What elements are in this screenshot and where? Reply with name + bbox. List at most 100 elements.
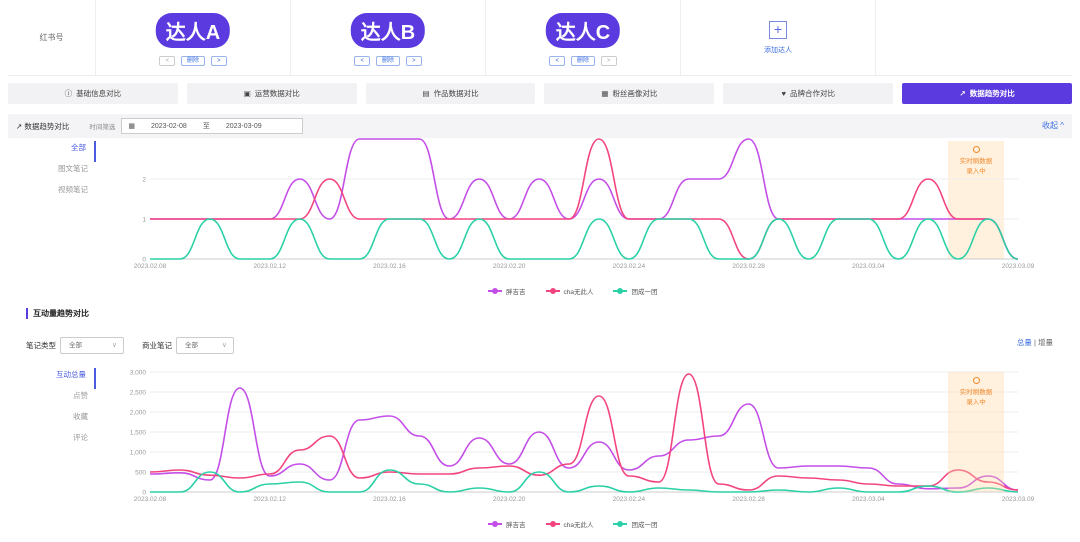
date-start[interactable]: 2023-02-08 <box>151 122 187 130</box>
x-tick-label: 2023.02.24 <box>613 496 646 503</box>
interaction-metric-menu: 互动总量 点赞 收藏 评论 <box>40 368 96 452</box>
prev-button[interactable]: < <box>159 56 175 66</box>
x-tick-label: 2023.03.09 <box>1002 496 1035 503</box>
x-tick-label: 2023.02.28 <box>732 263 765 270</box>
bag-icon: ▣ <box>243 89 251 98</box>
note-type-label: 笔记类型 <box>26 341 56 350</box>
menu-comments[interactable]: 评论 <box>73 433 88 442</box>
date-end[interactable]: 2023-03-09 <box>225 122 262 130</box>
note-type-select[interactable]: 全部 <box>60 337 124 354</box>
legend-item[interactable]: cha无此人 <box>545 286 593 296</box>
x-tick-label: 2023.03.09 <box>1002 263 1035 270</box>
y-tick-label: 2,000 <box>130 410 147 417</box>
y-tick-label: 1 <box>142 217 146 224</box>
delete-button[interactable]: 删除 <box>570 56 595 66</box>
tab-basic-info[interactable]: ⓘ 基础信息对比 <box>8 83 178 104</box>
x-tick-label: 2023.02.24 <box>613 263 646 270</box>
clock-icon <box>972 146 980 153</box>
commercial-label: 商业笔记 <box>142 341 172 350</box>
collapse-button[interactable]: 收起 ^ <box>1042 121 1064 130</box>
trend-icon: ↗ <box>16 121 25 131</box>
tab-brand[interactable]: ♥ 品牌合作对比 <box>723 83 894 104</box>
prev-button[interactable]: < <box>549 56 565 66</box>
menu-video-notes[interactable]: 视频笔记 <box>58 185 88 194</box>
delete-button[interactable]: 删除 <box>375 56 400 66</box>
menu-all[interactable]: 全部 <box>40 141 96 162</box>
menu-saves[interactable]: 收藏 <box>73 412 88 421</box>
heart-icon: ♥ <box>781 89 786 98</box>
x-tick-label: 2023.02.12 <box>253 496 286 503</box>
x-tick-label: 2023.02.12 <box>253 263 286 270</box>
clock-icon <box>972 377 980 384</box>
x-tick-label: 2023.02.20 <box>493 496 526 503</box>
legend-item[interactable]: 团成一团 <box>613 286 657 296</box>
next-button[interactable]: > <box>406 56 422 66</box>
doc-icon: ▤ <box>422 89 430 98</box>
kol-badge: 达人B <box>350 13 426 48</box>
kol-compare-header: 红书号 达人A < 删除 > 达人B < 删除 > 达人C < 删除 > + 添… <box>8 0 1072 76</box>
realtime-band: 实时刷数据 录入中 <box>948 372 1004 492</box>
compare-tabs: ⓘ 基础信息对比 ▣ 运营数据对比 ▤ 作品数据对比 ▦ 粉丝画像对比 ♥ 品牌合作对比 … <box>8 83 1072 104</box>
calendar-icon: ▦ <box>128 123 135 130</box>
date-range-picker[interactable]: ▦ 2023-02-08 至 2023-03-09 <box>121 118 304 134</box>
legend-item[interactable]: 胖吉吉 <box>488 519 526 529</box>
y-tick-label: 2,500 <box>130 390 147 397</box>
trend-title: ↗ 数据趋势对比 <box>16 121 70 131</box>
add-kol-label: 添加达人 <box>764 46 792 54</box>
kol-badge: 达人C <box>545 13 621 48</box>
tab-trend[interactable]: ↗ 数据趋势对比 <box>902 83 1072 104</box>
kol-slot-b: 达人B < 删除 > <box>291 0 486 75</box>
interaction-section-title: 互动量趋势对比 <box>26 308 89 319</box>
y-tick-label: 3,000 <box>130 370 147 377</box>
legend-item[interactable]: 胖吉吉 <box>488 286 526 296</box>
x-tick-label: 2023.02.20 <box>493 263 526 270</box>
y-tick-label: 1,000 <box>130 450 147 457</box>
tab-operations[interactable]: ▣ 运营数据对比 <box>186 83 357 104</box>
menu-image-notes[interactable]: 图文笔记 <box>58 164 88 173</box>
info-icon: ⓘ <box>64 89 73 98</box>
mode-toggle: 总量 | 增量 <box>1017 337 1053 348</box>
series-line-1 <box>149 373 1019 491</box>
plus-icon: + <box>769 20 787 39</box>
series-line-2 <box>150 218 1019 260</box>
menu-likes[interactable]: 点赞 <box>73 391 88 400</box>
date-filter-label: 时间筛选 <box>89 124 116 131</box>
kol-slot-a: 达人A < 删除 > <box>96 0 291 75</box>
date-separator: 至 <box>202 123 210 130</box>
next-button[interactable]: > <box>601 56 617 66</box>
commercial-select[interactable]: 全部 <box>176 337 234 354</box>
x-tick-label: 2023.02.08 <box>134 496 167 503</box>
x-tick-label: 2023.02.28 <box>732 496 765 503</box>
interaction-filters: 笔记类型 全部 商业笔记 全部 <box>26 337 252 354</box>
mode-separator: | <box>1033 338 1036 347</box>
mode-total[interactable]: 总量 <box>1016 338 1032 347</box>
mode-increment[interactable]: 增量 <box>1038 338 1053 347</box>
prev-button[interactable]: < <box>354 56 370 66</box>
tab-fans[interactable]: ▦ 粉丝画像对比 <box>544 83 715 104</box>
x-tick-label: 2023.02.08 <box>134 263 167 270</box>
portrait-icon: ▦ <box>601 89 609 98</box>
y-tick-label: 1,500 <box>130 430 147 437</box>
delete-button[interactable]: 删除 <box>180 56 205 66</box>
row-label: 红书号 <box>8 0 96 75</box>
x-tick-label: 2023.02.16 <box>373 263 406 270</box>
tab-works[interactable]: ▤ 作品数据对比 <box>365 83 536 104</box>
menu-total[interactable]: 互动总量 <box>40 368 96 389</box>
chart1-legend: 胖吉吉 cha无此人 团成一团 <box>488 286 657 296</box>
series-line-0 <box>149 387 1019 491</box>
series-line-2 <box>149 469 1019 493</box>
x-tick-label: 2023.02.16 <box>373 496 406 503</box>
next-button[interactable]: > <box>211 56 227 66</box>
y-tick-label: 2 <box>142 177 146 184</box>
legend-item[interactable]: 团成一团 <box>613 519 657 529</box>
trend-toolbar: ↗ 数据趋势对比 时间筛选 ▦ 2023-02-08 至 2023-03-09 … <box>8 114 1072 138</box>
y-tick-label: 500 <box>135 470 146 477</box>
realtime-band: 实时刷数据 录入中 <box>948 141 1004 259</box>
x-tick-label: 2023.03.04 <box>852 263 885 270</box>
add-kol-button[interactable]: + 添加达人 <box>681 0 876 75</box>
kol-badge: 达人A <box>155 13 231 48</box>
legend-item[interactable]: cha无此人 <box>545 519 593 529</box>
kol-slot-c: 达人C < 删除 > <box>486 0 681 75</box>
note-type-menu: 全部 图文笔记 视频笔记 <box>40 141 96 204</box>
